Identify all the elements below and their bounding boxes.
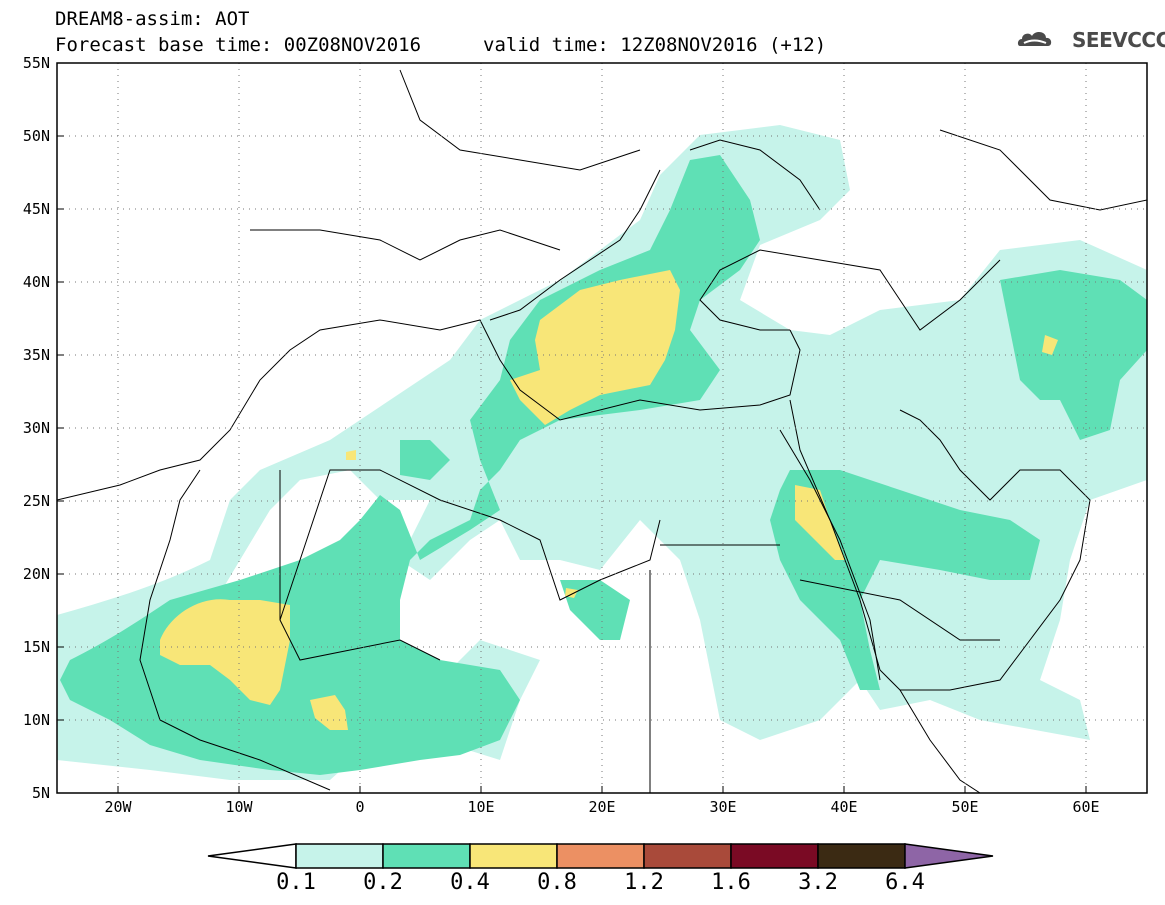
lat-label: 55N: [22, 54, 50, 72]
colorbar-label: 0.1: [276, 870, 316, 895]
lat-label: 25N: [22, 492, 50, 510]
lon-label: 10W: [225, 798, 253, 816]
lon-label: 40E: [830, 798, 858, 816]
seevccc-logo-icon: [1017, 32, 1052, 46]
valid-time: valid time: 12Z08NOV2016 (+12): [483, 34, 827, 56]
lat-label: 30N: [22, 419, 50, 437]
lat-label: 45N: [22, 200, 50, 218]
lat-label: 15N: [22, 638, 50, 656]
colorbar: [207, 843, 994, 869]
lon-label: 10E: [467, 798, 495, 816]
colorbar-segment: [730, 843, 819, 869]
lat-label: 50N: [22, 127, 50, 145]
lat-label: 40N: [22, 273, 50, 291]
colorbar-segment: [295, 843, 384, 869]
colorbar-label: 1.2: [624, 870, 664, 895]
colorbar-label: 0.8: [537, 870, 577, 895]
colorbar-segment: [556, 843, 645, 869]
colorbar-label: 3.2: [798, 870, 838, 895]
lat-label: 35N: [22, 346, 50, 364]
aot-0.4-region: [160, 270, 1058, 730]
colorbar-segment: [643, 843, 732, 869]
colorbar-segment: [382, 843, 471, 869]
logo-text: SEEVCCC: [1072, 28, 1165, 52]
lon-label: 0: [355, 798, 365, 816]
lat-label: 20N: [22, 565, 50, 583]
aot-0.1-region: [57, 125, 1147, 780]
lon-label: 60E: [1072, 798, 1100, 816]
colorbar-label: 1.6: [711, 870, 751, 895]
title-line-1: DREAM8-assim: AOT: [55, 8, 250, 30]
colorbar-under-triangle: [207, 843, 297, 869]
lon-label: 50E: [951, 798, 979, 816]
colorbar-segment: [817, 843, 906, 869]
colorbar-segment: [469, 843, 558, 869]
colorbar-label: 0.4: [450, 870, 490, 895]
lon-label: 20E: [588, 798, 616, 816]
lat-label: 5N: [31, 784, 50, 802]
colorbar-over-triangle: [904, 843, 994, 869]
colorbar-label: 0.2: [363, 870, 403, 895]
lon-label: 30E: [709, 798, 737, 816]
tick-marks: [57, 135, 1087, 793]
colorbar-label: 6.4: [885, 870, 925, 895]
lat-label: 10N: [22, 711, 50, 729]
lon-label: 20W: [104, 798, 132, 816]
forecast-base-time: Forecast base time: 00Z08NOV2016: [55, 34, 422, 56]
coastlines: [57, 69, 1147, 793]
